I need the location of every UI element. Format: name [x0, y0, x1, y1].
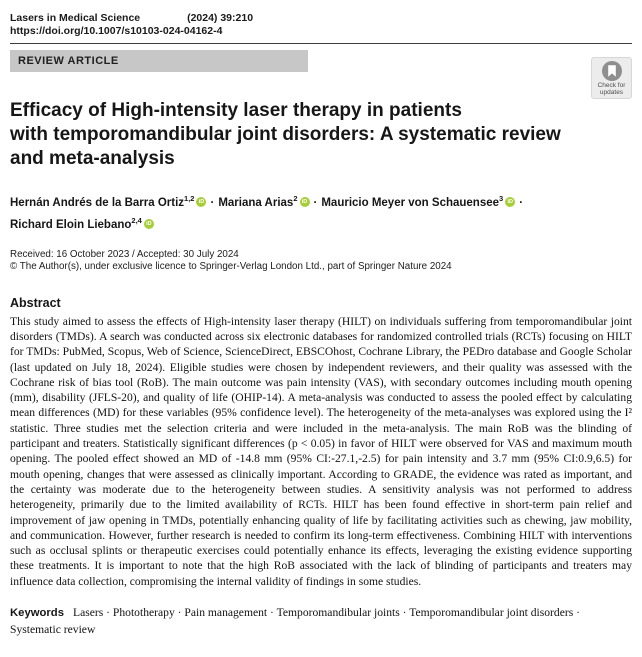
author-affiliation-sup: 2,4: [131, 215, 142, 225]
check-badge-text-line1: Check for: [597, 81, 626, 89]
article-type-banner: REVIEW ARTICLE: [10, 50, 308, 72]
abstract-section: Abstract This study aimed to assess the …: [10, 296, 632, 589]
received-accepted-dates: Received: 16 October 2023 / Accepted: 30…: [10, 248, 239, 260]
author-name: Richard Eloin Liebano: [10, 218, 132, 231]
keywords-list: Lasers · Phototherapy · Pain management …: [10, 606, 580, 636]
check-for-updates-badge[interactable]: Check for updates: [591, 57, 632, 99]
article-title: Efficacy of High-intensity laser therapy…: [10, 99, 632, 171]
author-name: Mariana Arias: [218, 196, 294, 209]
author-name: Mauricio Meyer von Schauensee: [321, 196, 500, 209]
article-title-line: and meta-analysis: [10, 148, 175, 169]
keywords-label: Keywords: [10, 607, 64, 619]
journal-citation: (2024) 39:210: [187, 12, 254, 24]
orcid-icon[interactable]: iD: [196, 196, 207, 207]
article-meta: Received: 16 October 2023 / Accepted: 30…: [10, 249, 632, 274]
article-type-row: REVIEW ARTICLE Check for updates: [10, 50, 632, 99]
author-separator: ·: [313, 196, 318, 209]
abstract-text: This study aimed to assess the effects o…: [10, 314, 632, 588]
author-list-line1: Hernán Andrés de la Barra Ortiz1,2 iD · Mar…: [10, 190, 632, 212]
article-type-label: REVIEW ARTICLE: [18, 55, 119, 67]
journal-header: Lasers in Medical Science (2024) 39:210 …: [10, 12, 632, 44]
journal-name: Lasers in Medical Science: [10, 12, 141, 24]
abstract-heading: Abstract: [10, 295, 61, 310]
check-badge-text-line2: updates: [599, 88, 624, 96]
author-name: Hernán Andrés de la Barra Ortiz: [10, 196, 185, 209]
orcid-icon[interactable]: iD: [505, 196, 516, 207]
keywords-section: Keywords Lasers · Phototherapy · Pain man…: [10, 605, 632, 637]
author-list: Hernán Andrés de la Barra Ortiz1,2 iD · Mar…: [10, 190, 632, 234]
author-list-line2: Richard Eloin Liebano2,4 iD: [10, 212, 632, 234]
author-affiliation-sup: 3: [499, 194, 504, 203]
crossref-logo-icon: [601, 60, 622, 81]
article-title-line: Efficacy of High-intensity laser therapy…: [10, 100, 462, 121]
author-separator: ·: [210, 196, 215, 209]
article-title-line: with temporomandibular joint disorders: …: [10, 124, 561, 145]
header-divider: [10, 43, 632, 44]
journal-line: Lasers in Medical Science (2024) 39:210: [10, 12, 632, 25]
author-separator: ·: [519, 196, 524, 209]
copyright-line: © The Author(s), under exclusive licence…: [10, 261, 452, 273]
author-affiliation-sup: 2: [293, 194, 298, 203]
doi-link[interactable]: https://doi.org/10.1007/s10103-024-04162…: [10, 25, 223, 37]
orcid-icon[interactable]: iD: [299, 196, 310, 207]
author-affiliation-sup: 1,2: [184, 194, 195, 203]
orcid-icon[interactable]: iD: [143, 218, 154, 229]
